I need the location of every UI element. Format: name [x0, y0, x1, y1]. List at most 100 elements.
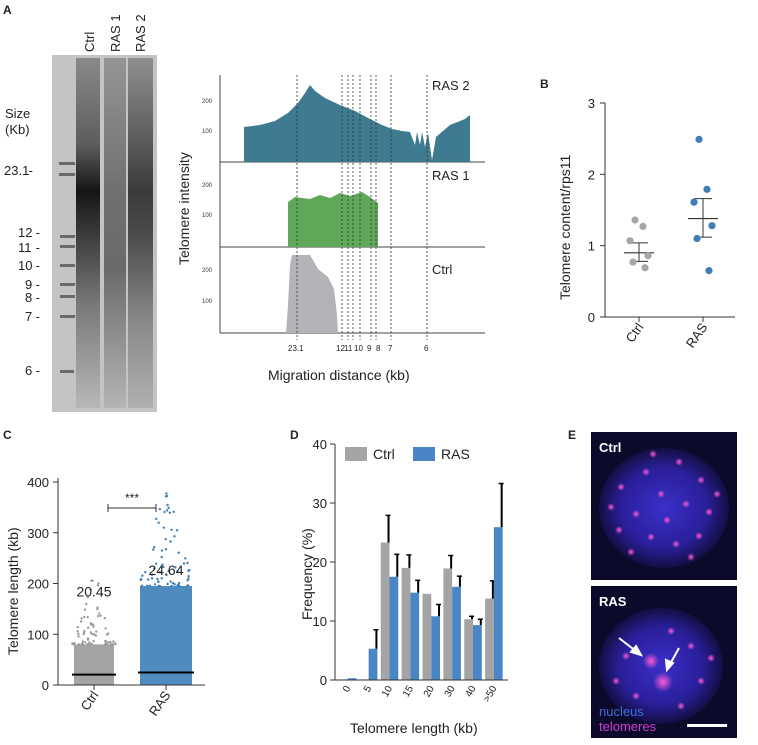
panel-d-xtick-label: 40 — [464, 684, 479, 700]
panel-d-bar — [380, 542, 390, 680]
panel-c-data-point — [160, 555, 163, 559]
panel-d-error-bar — [375, 629, 378, 649]
panel-c-data-point — [92, 639, 95, 643]
ras2-ytick-100: 100 — [202, 129, 213, 135]
panel-d-ylabel: Frequency (%) — [299, 528, 315, 620]
xtick-6: 6 — [424, 344, 429, 353]
marker-label-7: 7 — [25, 309, 33, 324]
panel-d-bar — [410, 592, 420, 680]
panel-c-data-point — [109, 643, 112, 646]
ras2-profile-area — [244, 85, 470, 162]
panel-label-a: A — [3, 3, 12, 17]
arrow-icons — [618, 637, 680, 673]
panel-c-data-point — [145, 584, 149, 587]
ctrl-ytick-100: 100 — [202, 299, 213, 305]
marker-label-8: 8 — [25, 290, 33, 305]
panel-b-data-point — [641, 264, 649, 272]
micrograph-ras: RAS nucleus telomeres — [591, 586, 737, 738]
panel-c-data-point — [77, 643, 80, 646]
panel-c-data-point — [162, 565, 165, 569]
panel-d-legend-swatch — [413, 447, 435, 461]
size-title-line2: (Kb) — [5, 122, 30, 137]
panel-c-data-point — [156, 580, 160, 583]
panel-c-data-point — [161, 563, 164, 566]
panel-c-data-point — [97, 582, 100, 585]
panel-c-data-point — [167, 506, 170, 510]
marker-label-6: 6 — [25, 363, 33, 378]
panel-d-ytick-label: 40 — [313, 440, 327, 452]
panel-c-data-point — [152, 548, 155, 551]
ctrl-profile-area — [286, 255, 338, 333]
panel-b-ytick-label: 2 — [588, 167, 595, 182]
panel-c-data-point — [153, 567, 156, 570]
legend-telomeres: telomeres — [599, 719, 657, 734]
gel-image — [52, 55, 157, 412]
panel-c-data-point — [140, 584, 144, 587]
panel-d-error-bar — [450, 555, 453, 569]
panel-c-ytick-label: 100 — [27, 627, 49, 642]
panel-b-ytick-label: 0 — [588, 310, 595, 325]
marker-label-23: 23.1 — [4, 163, 30, 178]
panel-b-data-point — [690, 198, 698, 206]
panel-c-data-point — [104, 627, 107, 630]
panel-c-data-point — [81, 640, 85, 643]
panel-c-data-point — [182, 562, 186, 565]
ctrl-ytick-200: 200 — [202, 268, 213, 274]
panel-b-data-point — [708, 222, 716, 230]
xtick-11: 11 — [344, 344, 353, 353]
panel-b-ylabel: Telomere content/rps11 — [557, 155, 573, 300]
panel-c-data-point — [76, 625, 79, 629]
panel-d-bar — [389, 576, 399, 680]
panel-d-bar — [443, 568, 453, 680]
panel-c-data-point — [91, 623, 95, 626]
panel-d: Frequency (%) Telomere length (kb) 0 10 20… — [290, 437, 515, 740]
panel-c-data-point — [86, 626, 90, 629]
lane-label-ras1: RAS 1 — [108, 14, 123, 52]
panel-c-data-point — [165, 494, 169, 498]
panel-c-data-point — [154, 583, 157, 586]
panel-d-xtick-label: 10 — [380, 684, 395, 700]
panel-c-data-point — [109, 640, 112, 644]
track-label-ctrl: Ctrl — [432, 262, 452, 277]
panel-c-data-point — [166, 503, 169, 507]
panel-d-ytick-label: 30 — [313, 496, 327, 511]
panel-d-bar — [485, 598, 494, 680]
panel-c-data-point — [165, 573, 168, 577]
panel-c-data-point — [165, 509, 169, 512]
panel-c-data-point — [86, 615, 89, 619]
panel-c-data-point — [163, 510, 166, 514]
panel-d-xtick-label: 5 — [362, 684, 375, 695]
panel-c-data-point — [106, 632, 110, 635]
panel-c-data-point — [98, 612, 101, 615]
panel-c-data-point — [160, 577, 163, 580]
panel-c-data-point — [111, 643, 114, 646]
panel-c-data-point — [140, 577, 143, 581]
panel-c-data-point — [96, 614, 100, 618]
panel-c-data-point — [100, 593, 103, 597]
panel-c-data-point — [94, 634, 98, 637]
panel-c-data-point — [112, 640, 115, 643]
panel-b-data-point — [639, 222, 647, 231]
micrograph-ctrl: Ctrl — [591, 432, 737, 580]
panel-c-data-point — [164, 548, 168, 551]
panel-c-data-point — [86, 643, 89, 646]
panel-c-data-point — [86, 596, 90, 599]
ras1-ytick-200: 200 — [202, 183, 213, 189]
panel-c-data-point — [89, 631, 93, 634]
panel-b-xtick-label: Ctrl — [623, 320, 647, 345]
panel-c-data-point — [80, 642, 84, 646]
panel-b-data-point — [644, 252, 652, 260]
panel-c-data-point — [160, 549, 164, 552]
panel-c-point-cloud — [140, 586, 192, 685]
panel-c-data-point — [96, 583, 100, 587]
panel-d-legend-label: Ctrl — [373, 446, 395, 462]
panel-d-xtick-label: >50 — [481, 684, 499, 705]
panel-c-data-point — [173, 583, 176, 586]
track-label-ras1: RAS 1 — [432, 168, 470, 183]
panel-d-bar — [422, 593, 432, 680]
panel-c-data-point — [106, 641, 110, 644]
panel-c-median-label: 20.45 — [76, 583, 111, 599]
panel-b-data-point — [703, 185, 711, 193]
panel-c-data-point — [152, 546, 156, 549]
significance-stars: *** — [125, 491, 139, 505]
